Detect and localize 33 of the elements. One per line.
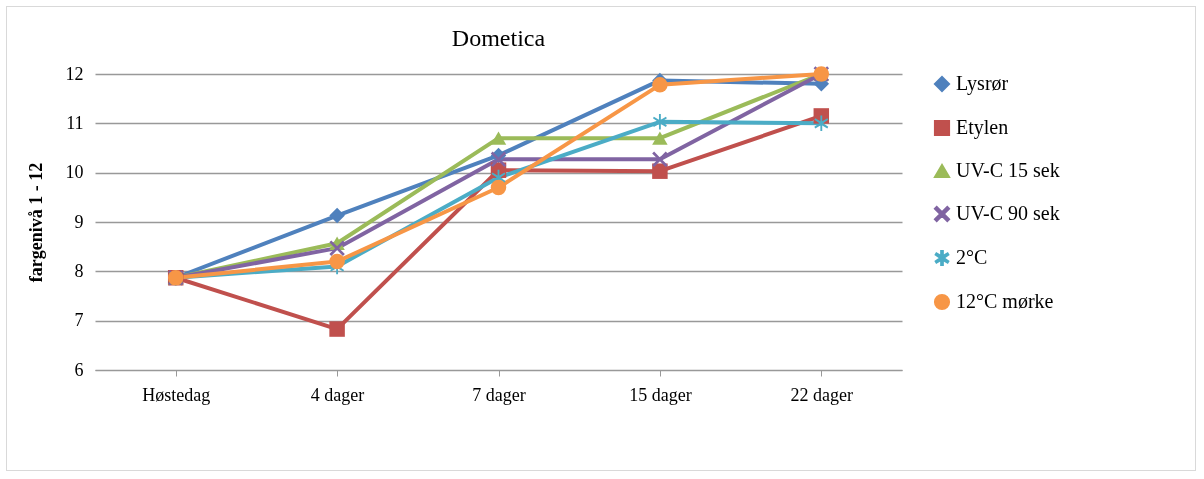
point [814, 115, 829, 132]
x-tick-label: 22 dager [790, 384, 854, 405]
point [652, 163, 668, 179]
y-tick-label: 7 [74, 310, 84, 331]
x-tick-label: Høstedag [142, 384, 211, 405]
point [652, 151, 668, 168]
y-tick-label: 9 [74, 211, 84, 232]
legend-label: 12°C mørke [956, 290, 1054, 312]
legend-label: 2°C [956, 246, 988, 268]
point [329, 240, 345, 256]
point [329, 253, 345, 270]
chart-title: Dometica [451, 25, 546, 51]
point [652, 131, 668, 145]
y-tick-label: 10 [65, 162, 84, 183]
legend-label: Etylen [956, 116, 1009, 139]
point [490, 179, 507, 196]
y-tick-label: 11 [66, 112, 84, 133]
y-tick-label: 6 [74, 359, 84, 380]
x-tick-label: 15 dager [629, 384, 692, 405]
y-tick-label: 8 [74, 260, 84, 281]
point [329, 207, 345, 224]
point [652, 77, 668, 93]
x-tick-label: 4 dager [310, 384, 365, 405]
y-axis-title: fargenivå 1 - 12 [25, 162, 46, 283]
point [490, 131, 507, 145]
legend-label: UV-C 90 sek [956, 202, 1060, 224]
legend-label: Lysrør [956, 72, 1009, 95]
legend-label: UV-C 15 sek [956, 159, 1060, 181]
point [329, 321, 345, 337]
x-tick-label: 7 dager [472, 384, 526, 405]
point [652, 114, 667, 130]
point [490, 151, 507, 168]
y-tick-label: 12 [65, 63, 84, 84]
